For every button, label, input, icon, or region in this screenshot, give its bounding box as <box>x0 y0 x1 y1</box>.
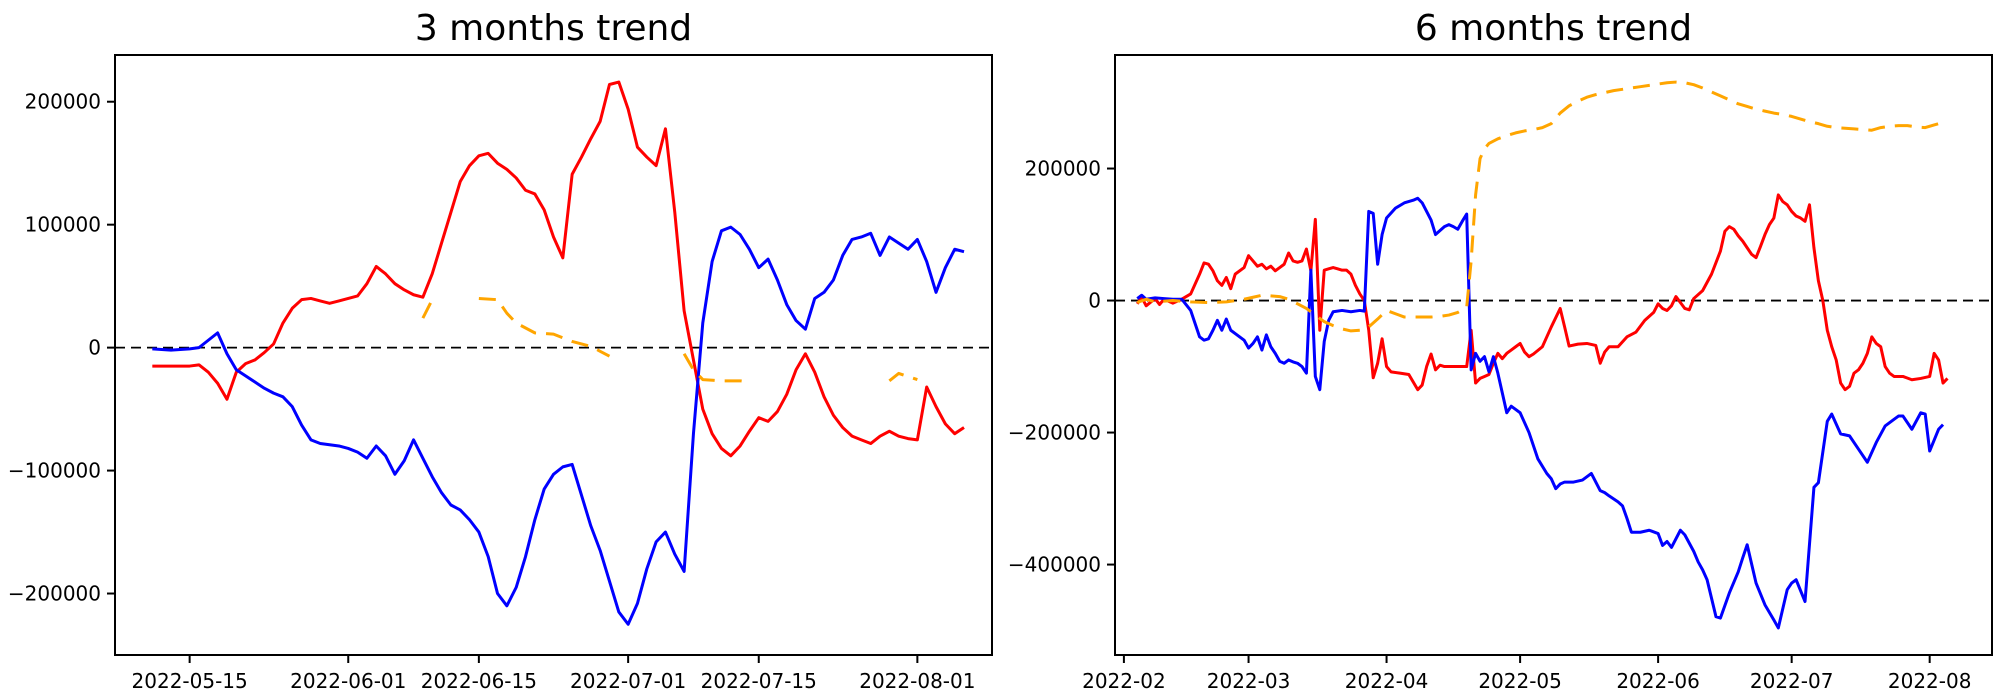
x-axis: 2022-05-15 2022-06-01 2022-06-15 2022-07-01… <box>132 655 975 693</box>
series-segment-orange-dashed-line <box>421 298 434 319</box>
x-axis: 2022-02 2022-03 2022-04 2022-05 2022-06 2022-… <box>1082 655 1971 693</box>
series-orange-dashed-line <box>1136 80 1944 333</box>
chart-3-months-trend: 3 months trend 2022-05-15 2022-06-01 2022-… <box>8 8 993 693</box>
y-tick-label: −200000 <box>1008 421 1101 445</box>
plot-border <box>114 54 993 656</box>
y-tick-label: 200000 <box>25 90 101 114</box>
x-tick-label: 2022-04 <box>1345 669 1429 693</box>
y-tick-label: −100000 <box>8 459 101 483</box>
y-axis: 200000 0 −200000 −400000 <box>1008 157 1115 577</box>
x-tick-label: 2022-06-01 <box>290 669 406 693</box>
series-segment-orange-dashed-line <box>682 353 750 384</box>
x-tick-label: 2022-06 <box>1616 669 1700 693</box>
chart-canvas-left: 2022-05-15 2022-06-01 2022-06-15 2022-07-01… <box>8 54 993 693</box>
chart-canvas-right: 2022-02 2022-03 2022-04 2022-05 2022-06 2022-… <box>1008 54 1993 693</box>
chart-title-right: 6 months trend <box>1414 8 1693 49</box>
series-orange-dashed-line <box>421 296 918 384</box>
x-tick-label: 2022-07 <box>1750 669 1834 693</box>
x-tick-label: 2022-08 <box>1888 669 1972 693</box>
x-tick-label: 2022-03 <box>1207 669 1291 693</box>
series-red-line <box>1136 193 1949 392</box>
series-segment-orange-dashed-line <box>1136 80 1944 333</box>
series-segment-orange-dashed-line <box>888 371 918 382</box>
x-tick-label: 2022-05 <box>1478 669 1562 693</box>
y-tick-label: −200000 <box>8 582 101 606</box>
chart-6-months-trend: 6 months trend 2022-02 2022-03 2022-04 2022… <box>1000 0 2000 700</box>
x-tick-label: 2022-08-01 <box>859 669 975 693</box>
series-segment-red-line <box>1136 193 1949 392</box>
series-red-line <box>152 80 965 458</box>
y-tick-label: 100000 <box>25 213 101 237</box>
y-tick-label: −400000 <box>1008 553 1101 577</box>
series-segment-blue-line <box>1136 196 1945 630</box>
x-tick-label: 2022-06-15 <box>421 669 537 693</box>
y-tick-label: 200000 <box>1025 157 1101 181</box>
series-segment-red-line <box>152 80 965 458</box>
series-blue-line <box>1136 196 1945 630</box>
y-tick-label: 0 <box>1088 289 1101 313</box>
plot-border <box>1114 54 1993 656</box>
x-tick-label: 2022-05-15 <box>132 669 248 693</box>
x-tick-label: 2022-02 <box>1082 669 1166 693</box>
series-segment-blue-line <box>152 225 965 626</box>
series-blue-line <box>152 225 965 626</box>
y-tick-label: 0 <box>88 336 101 360</box>
series-segment-orange-dashed-line <box>478 296 611 358</box>
x-tick-label: 2022-07-15 <box>701 669 817 693</box>
x-tick-label: 2022-07-01 <box>570 669 686 693</box>
chart-title-left: 3 months trend <box>414 8 693 49</box>
y-axis: 200000 100000 0 −100000 −200000 <box>8 90 115 606</box>
